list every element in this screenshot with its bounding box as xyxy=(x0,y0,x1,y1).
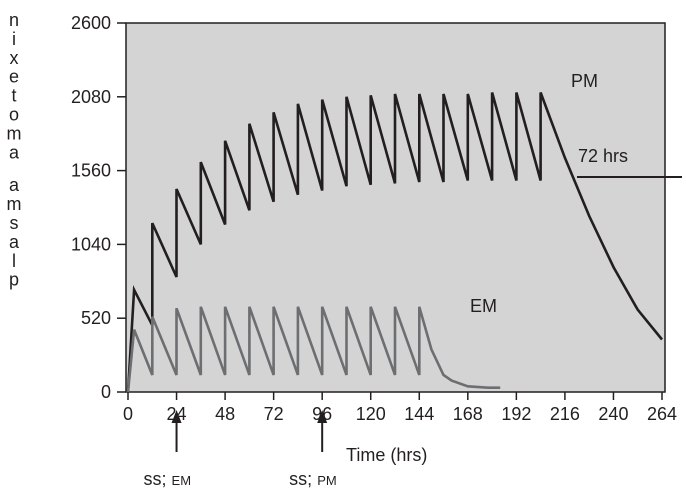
half-life-label: 72 hrs xyxy=(578,146,628,166)
series-group xyxy=(126,92,664,393)
x-ticks: 024487296120144168192216240264 xyxy=(123,392,677,424)
x-tick-label: 0 xyxy=(123,404,133,424)
pm-label: PM xyxy=(571,71,598,91)
y-axis-label-char: i xyxy=(12,29,16,49)
y-tick-label: 520 xyxy=(81,308,111,328)
x-axis-title: Time (hrs) xyxy=(346,445,427,465)
y-tick-label: 2600 xyxy=(71,13,111,33)
x-tick-label: 192 xyxy=(501,404,531,424)
series-line-pm xyxy=(126,92,664,393)
y-tick-label: 2080 xyxy=(71,87,111,107)
x-tick-label: 216 xyxy=(550,404,580,424)
x-tick-label: 240 xyxy=(598,404,628,424)
series-line-em xyxy=(126,306,501,393)
y-axis-label-char: m xyxy=(7,194,22,214)
y-axis-label-char: a xyxy=(9,142,20,162)
y-tick-label: 0 xyxy=(101,382,111,402)
y-axis-label-char: n xyxy=(9,10,19,30)
x-tick-label: 72 xyxy=(264,404,284,424)
y-axis-label-char: x xyxy=(10,48,19,68)
steady-state-markers: ss; EM ss; PM xyxy=(144,410,337,489)
y-tick-label: 1560 xyxy=(71,161,111,181)
ss-arrow-head xyxy=(171,410,182,423)
y-axis-label-char: a xyxy=(9,232,20,252)
y-tick-label: 1040 xyxy=(71,234,111,254)
y-axis-label-char: p xyxy=(9,270,19,290)
em-label: EM xyxy=(470,296,497,316)
ss-label: ss; EM xyxy=(144,469,192,489)
y-axis-label-char: o xyxy=(9,105,19,125)
y-axis-label-char: e xyxy=(9,67,19,87)
y-axis-label-char: l xyxy=(12,251,16,271)
x-tick-label: 120 xyxy=(356,404,386,424)
y-axis-label-char: t xyxy=(11,86,16,106)
y-ticks: 0 520 1040 1560 2080 2600 xyxy=(71,13,126,402)
y-axis-label-char: a xyxy=(9,175,20,195)
ss-arrow-head xyxy=(317,410,328,423)
x-tick-label: 264 xyxy=(647,404,677,424)
x-tick-label: 144 xyxy=(404,404,434,424)
ss-label: ss; PM xyxy=(289,469,337,489)
x-tick-label: 168 xyxy=(453,404,483,424)
x-tick-label: 48 xyxy=(215,404,235,424)
y-axis-label-char: s xyxy=(10,213,19,233)
y-axis-label-char: m xyxy=(7,123,22,143)
